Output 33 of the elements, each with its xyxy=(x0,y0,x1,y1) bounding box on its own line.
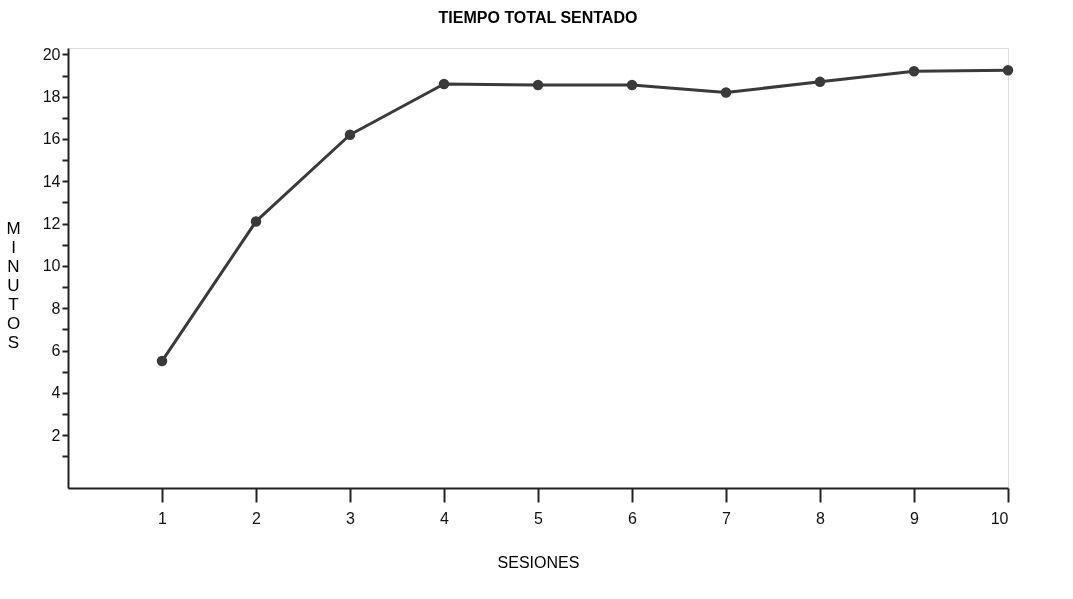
point xyxy=(438,78,450,90)
y-tick-label: 20 xyxy=(42,45,61,63)
point xyxy=(626,79,638,91)
x-tick-label: 8 xyxy=(816,509,826,527)
x-tick-label: 3 xyxy=(346,509,356,527)
y-tick-label: 10 xyxy=(42,257,61,275)
point xyxy=(250,216,262,227)
point xyxy=(814,76,826,88)
x-tick-label: 1 xyxy=(158,509,168,527)
x-tick-label: 9 xyxy=(910,509,920,527)
y-tick-label: 2 xyxy=(51,426,61,444)
x-tick-label: 4 xyxy=(440,509,450,527)
point xyxy=(156,355,168,367)
x-tick-label: 7 xyxy=(722,509,732,527)
y-tick-label: 14 xyxy=(42,172,61,190)
y-tick-label: 6 xyxy=(51,342,61,359)
x-axis-title: SESIONES xyxy=(497,553,580,571)
x-tick-label: 6 xyxy=(628,509,638,527)
point xyxy=(344,129,356,140)
point xyxy=(908,66,920,77)
y-tick-label: 16 xyxy=(42,130,61,148)
y-tick-label: 12 xyxy=(42,215,61,233)
y-tick-label: 8 xyxy=(51,299,61,317)
y-tick-label: 18 xyxy=(42,88,61,106)
point xyxy=(532,79,544,91)
x-tick-label: 10 xyxy=(990,509,1009,527)
chart-title: TIEMPO TOTAL SENTADO xyxy=(438,9,638,27)
x-tick-label: 2 xyxy=(252,509,262,527)
point xyxy=(720,87,732,98)
point xyxy=(1002,64,1014,76)
y-axis-title: MINUTOS xyxy=(6,218,21,352)
y-tick-label: 4 xyxy=(51,384,61,402)
x-tick-label: 5 xyxy=(534,509,544,527)
